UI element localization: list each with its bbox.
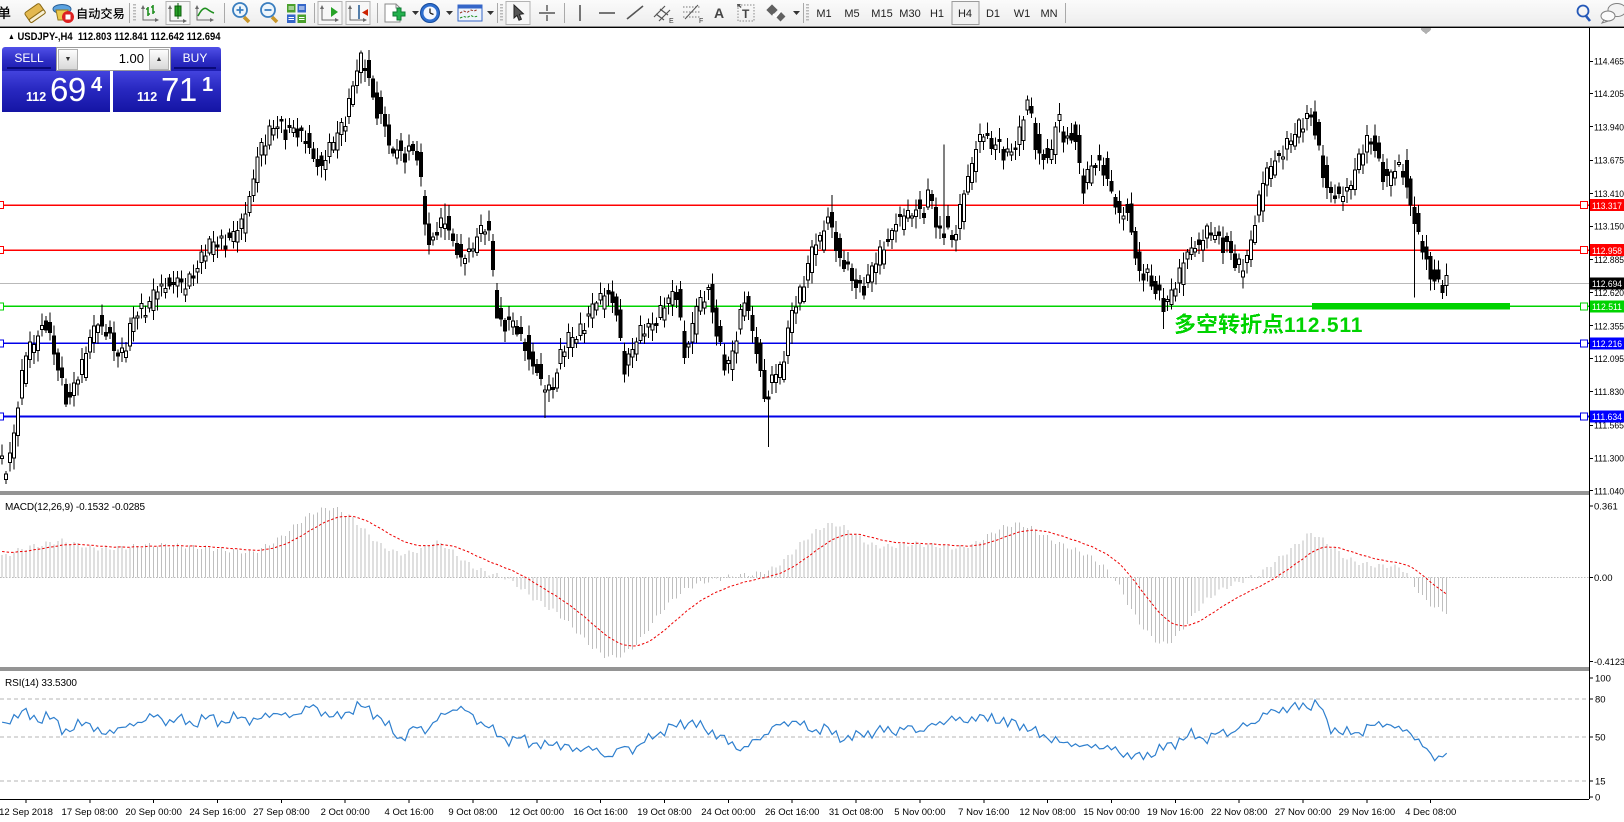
svg-text:0: 0 — [1595, 792, 1600, 803]
svg-text:114.205: 114.205 — [1594, 89, 1624, 100]
svg-text:113.150: 113.150 — [1594, 222, 1624, 233]
svg-text:M15: M15 — [871, 8, 892, 20]
svg-text:15 Nov 00:00: 15 Nov 00:00 — [1083, 807, 1140, 818]
svg-text:T: T — [742, 7, 750, 21]
svg-text:H1: H1 — [930, 8, 944, 20]
svg-text:19 Nov 16:00: 19 Nov 16:00 — [1147, 807, 1204, 818]
svg-text:A: A — [714, 5, 724, 21]
svg-text:7 Nov 16:00: 7 Nov 16:00 — [958, 807, 1009, 818]
svg-text:114.465: 114.465 — [1594, 57, 1624, 68]
svg-text:16 Oct 16:00: 16 Oct 16:00 — [573, 807, 627, 818]
svg-text:12 Oct 00:00: 12 Oct 00:00 — [510, 807, 564, 818]
svg-text:M30: M30 — [899, 8, 920, 20]
svg-text:9 Oct 08:00: 9 Oct 08:00 — [448, 807, 497, 818]
svg-text:27 Sep 08:00: 27 Sep 08:00 — [253, 807, 310, 818]
svg-text:112.095: 112.095 — [1594, 354, 1624, 365]
svg-text:29 Nov 16:00: 29 Nov 16:00 — [1339, 807, 1396, 818]
svg-text:E: E — [669, 18, 674, 25]
svg-text:113.940: 113.940 — [1594, 122, 1624, 133]
svg-text:113.675: 113.675 — [1594, 156, 1624, 167]
svg-text:80: 80 — [1595, 695, 1606, 706]
svg-text:5 Nov 00:00: 5 Nov 00:00 — [894, 807, 945, 818]
svg-text:112.216: 112.216 — [1592, 339, 1622, 350]
svg-text:111.565: 111.565 — [1594, 420, 1624, 431]
svg-text:27 Nov 00:00: 27 Nov 00:00 — [1275, 807, 1332, 818]
svg-text:2 Oct 00:00: 2 Oct 00:00 — [321, 807, 370, 818]
svg-text:12 Nov 08:00: 12 Nov 08:00 — [1019, 807, 1076, 818]
svg-text:111.300: 111.300 — [1594, 454, 1624, 465]
svg-text:4 Oct 16:00: 4 Oct 16:00 — [385, 807, 434, 818]
svg-text:26 Oct 16:00: 26 Oct 16:00 — [765, 807, 819, 818]
svg-text:0.00: 0.00 — [1594, 573, 1613, 584]
svg-text:112.511: 112.511 — [1284, 314, 1363, 337]
svg-text:112.958: 112.958 — [1592, 246, 1622, 257]
svg-text:112.511: 112.511 — [1592, 302, 1622, 313]
svg-text:19 Oct 08:00: 19 Oct 08:00 — [637, 807, 691, 818]
svg-text:0.361: 0.361 — [1594, 501, 1618, 512]
svg-text:D1: D1 — [986, 8, 1000, 20]
svg-text:M1: M1 — [816, 8, 831, 20]
svg-text:112.620: 112.620 — [1594, 288, 1624, 299]
svg-text:17 Sep 08:00: 17 Sep 08:00 — [62, 807, 119, 818]
svg-text:24 Oct 00:00: 24 Oct 00:00 — [701, 807, 755, 818]
svg-text:H4: H4 — [958, 8, 972, 20]
svg-text:31 Oct 08:00: 31 Oct 08:00 — [829, 807, 883, 818]
svg-text:22 Nov 08:00: 22 Nov 08:00 — [1211, 807, 1268, 818]
svg-text:MN: MN — [1040, 8, 1057, 20]
svg-text:F: F — [699, 18, 703, 25]
svg-text:113.410: 113.410 — [1594, 189, 1624, 200]
svg-text:W1: W1 — [1014, 8, 1031, 20]
svg-text:RSI(14) 33.5300: RSI(14) 33.5300 — [5, 678, 77, 689]
svg-text:112.694: 112.694 — [1592, 279, 1622, 290]
svg-text:-0.4123: -0.4123 — [1594, 657, 1624, 668]
svg-text:12 Sep 2018: 12 Sep 2018 — [0, 807, 53, 818]
svg-text:24 Sep 16:00: 24 Sep 16:00 — [189, 807, 246, 818]
svg-text:15: 15 — [1595, 777, 1606, 788]
svg-text:111.634: 111.634 — [1592, 412, 1622, 423]
svg-text:M5: M5 — [844, 8, 859, 20]
svg-text:MACD(12,26,9) -0.1532 -0.0285: MACD(12,26,9) -0.1532 -0.0285 — [5, 502, 145, 513]
svg-text:50: 50 — [1595, 732, 1606, 743]
svg-text:20 Sep 00:00: 20 Sep 00:00 — [125, 807, 182, 818]
svg-text:111.830: 111.830 — [1594, 387, 1624, 398]
svg-text:4 Dec 08:00: 4 Dec 08:00 — [1405, 807, 1456, 818]
svg-text:100: 100 — [1595, 673, 1611, 684]
svg-text:112.885: 112.885 — [1594, 255, 1624, 266]
svg-text:112.355: 112.355 — [1594, 321, 1624, 332]
svg-text:111.040: 111.040 — [1594, 486, 1624, 497]
svg-text:113.317: 113.317 — [1592, 201, 1622, 212]
